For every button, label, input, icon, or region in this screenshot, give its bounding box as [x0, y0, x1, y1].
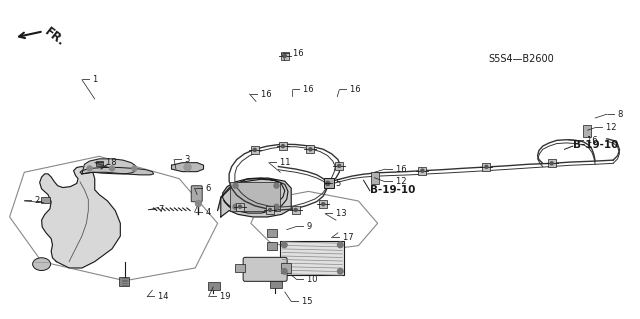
- Text: — 14: — 14: [147, 292, 169, 301]
- Bar: [335, 162, 343, 170]
- Ellipse shape: [33, 258, 51, 271]
- Bar: [280, 241, 344, 275]
- Text: FR.: FR.: [42, 25, 67, 48]
- Text: — 18: — 18: [95, 158, 116, 167]
- Text: — 7: — 7: [148, 205, 165, 214]
- Circle shape: [269, 208, 271, 211]
- Bar: [319, 200, 327, 208]
- FancyBboxPatch shape: [243, 257, 287, 281]
- Text: — 3: — 3: [174, 155, 191, 164]
- Polygon shape: [172, 163, 204, 172]
- Polygon shape: [218, 178, 288, 213]
- Circle shape: [326, 182, 330, 185]
- Text: — 12: — 12: [595, 123, 617, 132]
- Circle shape: [309, 148, 312, 151]
- Bar: [236, 203, 244, 211]
- Text: — 16: — 16: [282, 49, 303, 58]
- Text: — 5: — 5: [325, 179, 341, 188]
- Polygon shape: [82, 159, 136, 174]
- Bar: [281, 52, 289, 60]
- Text: — 16: — 16: [339, 85, 361, 94]
- Text: — 16: — 16: [250, 90, 271, 99]
- Text: S5S4—B2600: S5S4—B2600: [489, 54, 554, 64]
- Bar: [208, 282, 220, 290]
- Circle shape: [282, 242, 287, 248]
- Circle shape: [337, 242, 343, 248]
- Circle shape: [253, 148, 256, 152]
- Bar: [582, 125, 591, 137]
- Circle shape: [322, 203, 324, 206]
- Circle shape: [550, 162, 553, 165]
- Text: B-19-10: B-19-10: [573, 140, 618, 150]
- Text: — 15: — 15: [291, 297, 313, 306]
- Bar: [118, 277, 129, 286]
- Bar: [40, 197, 49, 203]
- Bar: [371, 172, 380, 184]
- Text: — 4: — 4: [195, 208, 211, 217]
- Text: — 16: — 16: [576, 136, 598, 145]
- Circle shape: [132, 166, 137, 171]
- Text: — 17: — 17: [332, 233, 353, 242]
- Text: — 9: — 9: [296, 222, 312, 231]
- Circle shape: [282, 269, 287, 274]
- Text: — 16: — 16: [385, 165, 407, 174]
- Circle shape: [233, 183, 238, 188]
- Circle shape: [109, 166, 115, 171]
- Text: — 2: — 2: [24, 197, 40, 205]
- Circle shape: [233, 204, 238, 209]
- Circle shape: [184, 164, 191, 171]
- Bar: [251, 146, 259, 154]
- Bar: [548, 159, 556, 167]
- Text: — 6: — 6: [195, 184, 211, 193]
- Text: — 11: — 11: [269, 158, 291, 167]
- Text: — 1: — 1: [82, 75, 98, 84]
- Bar: [292, 206, 300, 214]
- Bar: [266, 206, 274, 214]
- Circle shape: [421, 169, 424, 172]
- Bar: [419, 167, 426, 175]
- Circle shape: [282, 145, 284, 148]
- Circle shape: [274, 183, 279, 188]
- FancyBboxPatch shape: [191, 186, 202, 202]
- Bar: [270, 281, 282, 288]
- Circle shape: [294, 208, 297, 211]
- Bar: [235, 264, 245, 272]
- Circle shape: [337, 269, 343, 274]
- Circle shape: [87, 166, 92, 171]
- Circle shape: [239, 205, 241, 208]
- Circle shape: [195, 201, 202, 206]
- Circle shape: [338, 164, 340, 167]
- Text: — 12: — 12: [385, 177, 407, 186]
- Text: — 16: — 16: [292, 85, 314, 94]
- Text: — 8: — 8: [607, 110, 623, 119]
- Bar: [230, 182, 280, 211]
- Bar: [279, 142, 287, 150]
- Circle shape: [485, 165, 488, 168]
- Bar: [267, 229, 276, 237]
- Polygon shape: [80, 167, 154, 175]
- Polygon shape: [221, 178, 291, 217]
- Circle shape: [284, 54, 286, 57]
- Bar: [307, 145, 314, 153]
- Text: — 10: — 10: [296, 275, 318, 284]
- Circle shape: [274, 204, 279, 209]
- Text: — 13: — 13: [325, 209, 347, 218]
- Text: B-19-10: B-19-10: [370, 185, 415, 195]
- Bar: [483, 163, 490, 171]
- Bar: [267, 242, 276, 250]
- Bar: [324, 178, 333, 189]
- Bar: [281, 263, 291, 273]
- Bar: [96, 161, 103, 166]
- Text: — 19: — 19: [209, 292, 230, 301]
- Polygon shape: [40, 167, 120, 268]
